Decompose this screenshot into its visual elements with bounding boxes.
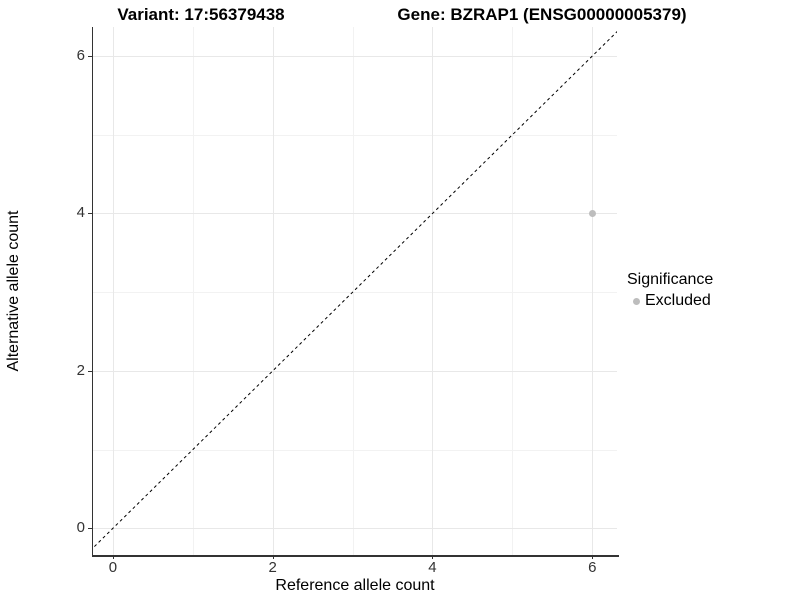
y-tick-label: 4 [76, 204, 85, 222]
y-tick-label: 2 [76, 361, 85, 379]
plot-panel [93, 27, 617, 555]
minor-gridline-y [93, 292, 617, 294]
y-axis-title: Alternative allele count [5, 210, 22, 372]
minor-gridline-y [93, 449, 617, 451]
y-tick-mark [88, 213, 92, 215]
major-gridline-x [272, 27, 274, 555]
x-tick-label: 2 [268, 559, 277, 576]
x-tick-label: 4 [428, 559, 437, 576]
major-gridline-x [432, 27, 434, 555]
minor-gridline-y [93, 134, 617, 136]
plot-title-gene: Gene: BZRAP1 (ENSG00000005379) [397, 5, 687, 24]
legend-item: Excluded [627, 292, 713, 310]
x-tick-mark [592, 555, 594, 559]
identity-dashed-line [93, 31, 617, 549]
y-tick-mark [88, 56, 92, 58]
x-tick-mark [432, 555, 434, 559]
major-gridline-y [93, 213, 617, 215]
x-tick-mark [112, 555, 114, 559]
minor-gridline-x [512, 27, 514, 555]
y-tick-mark [88, 528, 92, 530]
x-axis-line [91, 555, 619, 557]
y-tick-mark [88, 370, 92, 372]
minor-gridline-x [352, 27, 354, 555]
legend: Significance Excluded [627, 271, 713, 310]
x-tick-label: 6 [588, 559, 597, 576]
minor-gridline-x [192, 27, 194, 555]
x-axis-title: Reference allele count [275, 577, 435, 594]
major-gridline-y [93, 528, 617, 530]
major-gridline-y [93, 56, 617, 58]
major-gridline-y [93, 370, 617, 372]
major-gridline-x [112, 27, 114, 555]
y-tick-label: 0 [76, 519, 85, 537]
x-tick-mark [272, 555, 274, 559]
y-axis-line [91, 27, 93, 557]
legend-title: Significance [627, 271, 714, 288]
y-tick-label: 6 [76, 47, 85, 65]
x-tick-label: 0 [108, 559, 118, 576]
data-point [588, 209, 596, 217]
legend-item-label: Excluded [645, 292, 711, 309]
legend-items: Excluded [627, 292, 713, 310]
plot-title-variant: Variant: 17:56379438 [117, 5, 285, 24]
major-gridline-x [592, 27, 594, 555]
legend-point-icon [633, 297, 640, 305]
